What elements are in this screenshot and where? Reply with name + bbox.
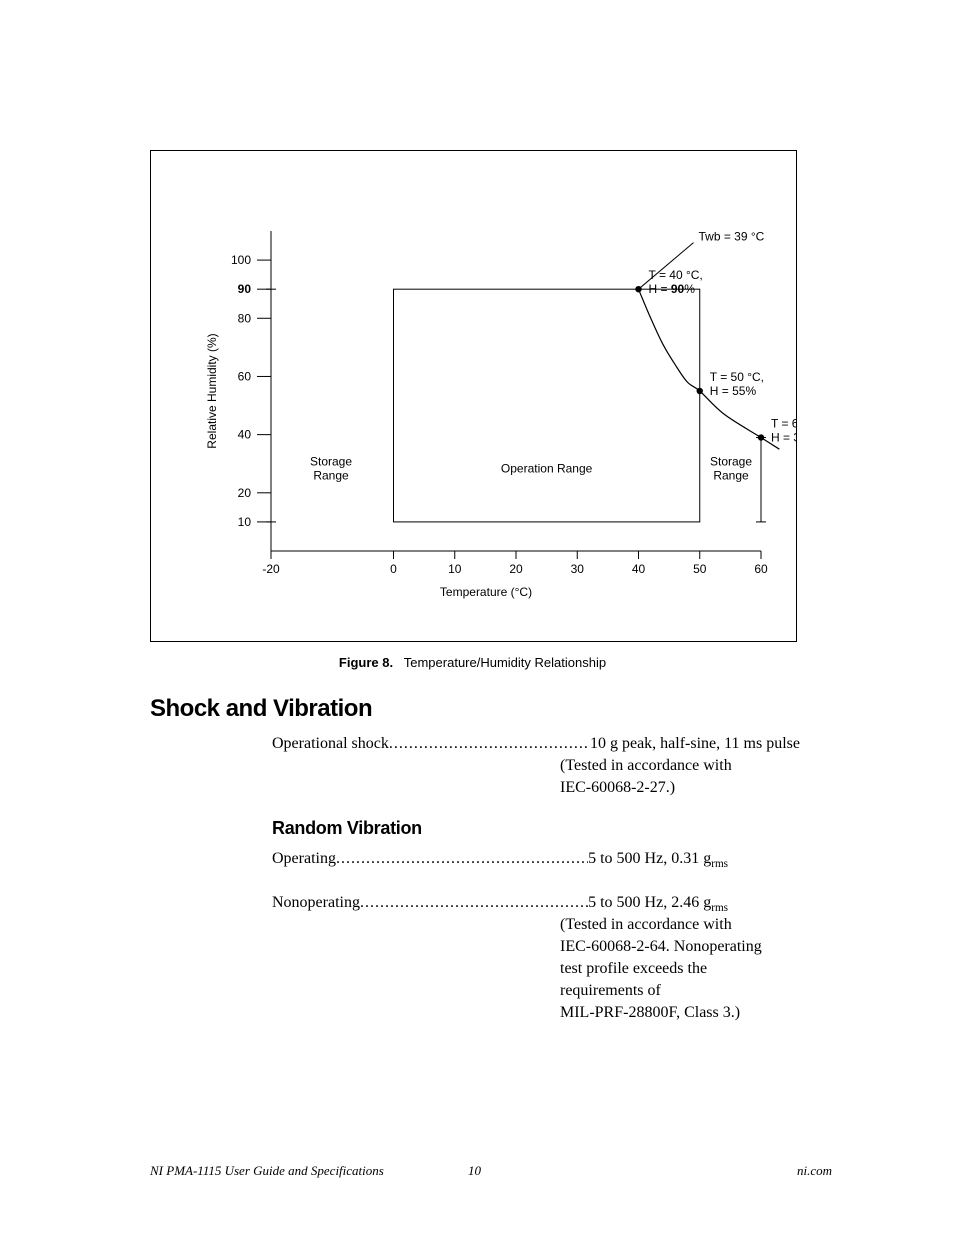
- spec-value: 10 g peak, half-sine, 11 ms pulse: [590, 733, 800, 755]
- spec-cont-line: (Tested in accordance with: [560, 757, 732, 774]
- spec-continuation: (Tested in accordance with: [560, 755, 732, 777]
- svg-text:30: 30: [571, 562, 585, 576]
- spec-continuation: test profile exceeds the: [560, 958, 707, 980]
- svg-text:20: 20: [509, 562, 523, 576]
- svg-text:40: 40: [238, 428, 252, 442]
- spec-value-prefix: 5 to 500 Hz, 2.46 g: [588, 894, 711, 911]
- figure-caption-text: Temperature/Humidity Relationship: [404, 655, 606, 670]
- svg-text:90: 90: [238, 282, 252, 296]
- svg-text:20: 20: [238, 486, 252, 500]
- svg-text:Range: Range: [313, 468, 349, 482]
- chart-figure: 10 20 40 60 80 90 100 -20 0 10 20 30 40 50 60 Temperatu…: [150, 150, 797, 642]
- svg-text:60: 60: [754, 562, 768, 576]
- svg-text:0: 0: [390, 562, 397, 576]
- svg-text:Operation Range: Operation Range: [501, 461, 593, 475]
- chart-svg: 10 20 40 60 80 90 100 -20 0 10 20 30 40 50 60 Temperatu…: [151, 151, 796, 641]
- spec-label: Nonoperating: [272, 892, 360, 914]
- footer-left: NI PMA-1115 User Guide and Specification…: [150, 1163, 384, 1179]
- svg-text:50: 50: [693, 562, 707, 576]
- spec-value-prefix: 5 to 500 Hz, 0.31 g: [588, 850, 711, 867]
- svg-text:60: 60: [238, 369, 252, 383]
- svg-text:Relative Humidity (%): Relative Humidity (%): [205, 333, 219, 448]
- svg-text:Storage: Storage: [310, 454, 352, 468]
- footer-center: 10: [468, 1163, 481, 1179]
- svg-text:T = 50 °C,: T = 50 °C,: [710, 370, 764, 384]
- svg-text:-20: -20: [262, 562, 280, 576]
- spec-continuation: (Tested in accordance with: [560, 914, 732, 936]
- footer-right: ni.com: [797, 1163, 832, 1179]
- svg-text:H = 90%: H = 90%: [649, 282, 696, 296]
- svg-text:T = 60 °C,: T = 60 °C,: [771, 417, 796, 431]
- spec-label: Operational shock: [272, 733, 389, 755]
- spec-continuation: requirements of: [560, 980, 661, 1002]
- spec-continuation: MIL-PRF-28800F, Class 3.): [560, 1002, 740, 1024]
- spec-cont-line: test profile exceeds the: [560, 960, 707, 977]
- figure-caption-prefix: Figure 8.: [339, 655, 393, 670]
- spec-cont-line: (Tested in accordance with: [560, 916, 732, 933]
- svg-text:80: 80: [238, 311, 252, 325]
- svg-text:Twb = 39 °C: Twb = 39 °C: [699, 230, 765, 244]
- spec-cont-line: IEC-60068-2-27.): [560, 779, 675, 796]
- spec-value-sub: rms: [711, 902, 728, 914]
- spec-cont-line: IEC-60068-2-64. Nonoperating: [560, 938, 762, 955]
- figure-caption: Figure 8. Temperature/Humidity Relations…: [150, 655, 795, 670]
- spec-dots: ........................................…: [336, 848, 588, 870]
- section-heading-shock-vibration: Shock and Vibration: [150, 695, 372, 723]
- spec-continuation: IEC-60068-2-27.): [560, 777, 675, 799]
- spec-dots: ........................................…: [389, 733, 590, 755]
- spec-cont-line: requirements of: [560, 982, 661, 999]
- svg-text:Storage: Storage: [710, 454, 752, 468]
- svg-text:H = 39%: H = 39%: [771, 431, 796, 445]
- spec-value: 5 to 500 Hz, 0.31 grms: [588, 848, 728, 875]
- svg-text:Temperature (°C): Temperature (°C): [440, 585, 532, 599]
- spec-cont-line: MIL-PRF-28800F, Class 3.): [560, 1004, 740, 1021]
- svg-text:40: 40: [632, 562, 646, 576]
- svg-text:10: 10: [238, 515, 252, 529]
- page: 10 20 40 60 80 90 100 -20 0 10 20 30 40 50 60 Temperatu…: [0, 0, 954, 1235]
- spec-row-operational-shock: Operational shock ......................…: [272, 733, 800, 755]
- svg-text:H = 55%: H = 55%: [710, 384, 757, 398]
- spec-row-operating: Operating ..............................…: [272, 848, 728, 875]
- spec-continuation: IEC-60068-2-64. Nonoperating: [560, 936, 762, 958]
- svg-text:10: 10: [448, 562, 462, 576]
- spec-dots: ........................................…: [360, 892, 588, 914]
- svg-text:100: 100: [231, 253, 251, 267]
- spec-value-sub: rms: [711, 858, 728, 870]
- svg-text:T = 40 °C,: T = 40 °C,: [649, 268, 703, 282]
- spec-label: Operating: [272, 848, 336, 870]
- subsection-heading-random-vibration: Random Vibration: [272, 818, 422, 839]
- svg-text:Range: Range: [713, 468, 749, 482]
